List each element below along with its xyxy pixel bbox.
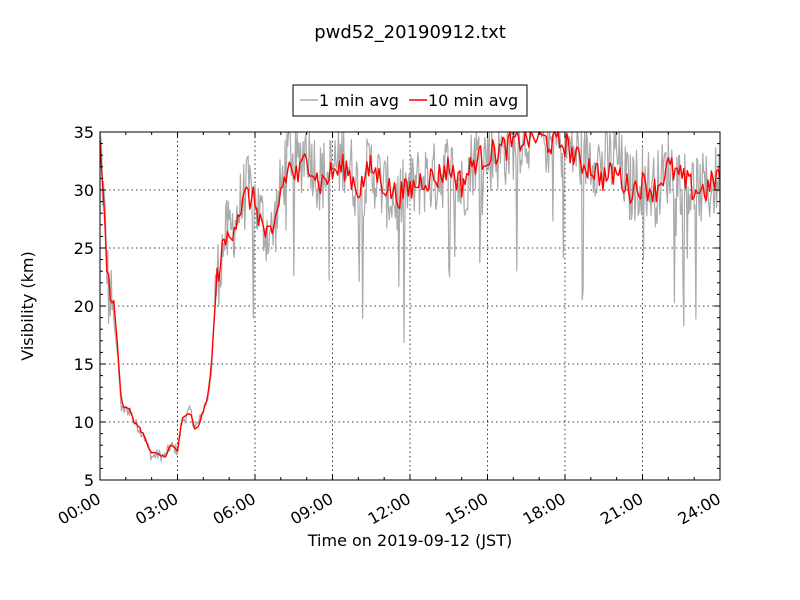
y-tick-label: 20	[74, 297, 94, 316]
y-tick-label: 25	[74, 239, 94, 258]
y-tick-label: 5	[84, 471, 94, 490]
legend-frame	[292, 84, 528, 117]
series-line-10-min-avg	[99, 131, 721, 458]
y-axis-label: Visibility (km)	[18, 251, 37, 360]
chart-title: pwd52_20190912.txt	[314, 22, 506, 43]
legend: 1 min avg 10 min avg	[292, 84, 528, 117]
series-layer	[99, 131, 721, 462]
y-tick-label: 30	[74, 181, 94, 200]
x-axis-label: Time on 2019-09-12 (JST)	[307, 531, 512, 550]
y-tick-label: 15	[74, 355, 94, 374]
series-line-1-min-avg	[99, 131, 721, 462]
y-tick-label: 10	[74, 413, 94, 432]
y-tick-label: 35	[74, 123, 94, 142]
legend-label-1-min-avg: 1 min avg	[319, 91, 399, 110]
legend-label-10-min-avg: 10 min avg	[428, 91, 518, 110]
